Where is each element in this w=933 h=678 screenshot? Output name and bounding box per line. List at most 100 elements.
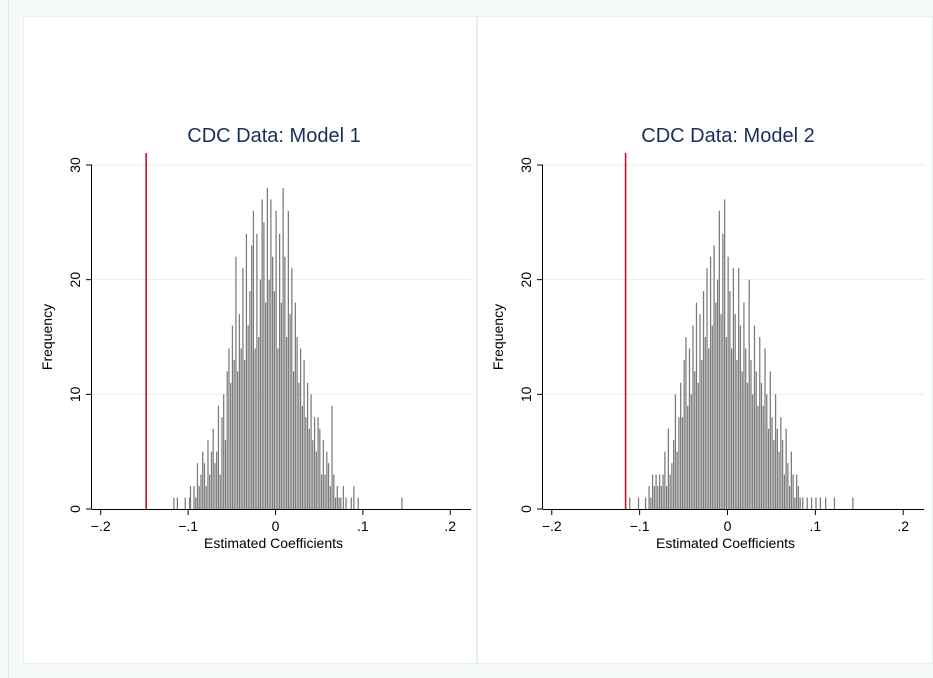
histogram-bar <box>287 210 289 509</box>
chart-panel-model-2: CDC Data: Model 2 −.2 −.1 0 .1 .2 0 10 20 30 Estim… <box>477 16 933 664</box>
histogram-bar <box>718 210 720 509</box>
histogram-bar <box>299 348 302 509</box>
histogram-bar <box>695 302 698 509</box>
histogram-bar <box>729 291 731 509</box>
histogram-bar <box>746 382 749 509</box>
histogram-bar <box>702 291 705 509</box>
histogram-bar <box>249 291 251 509</box>
histogram-bar <box>732 268 735 509</box>
histogram-bar <box>755 371 757 509</box>
histogram-bar <box>676 451 678 509</box>
histogram-bar <box>263 222 265 510</box>
histogram-bar <box>734 314 736 509</box>
chart-model-1: CDC Data: Model 1 −.2 −.1 0 .1 .2 0 10 20 30 Estim… <box>39 125 471 551</box>
histogram-bar <box>280 302 282 509</box>
y-tick-label: 0 <box>518 505 534 513</box>
histogram-bar <box>731 348 733 509</box>
histogram-bar <box>221 417 223 509</box>
histogram-bar <box>223 394 225 509</box>
histogram-bar <box>256 233 258 510</box>
histogram-bar <box>701 359 703 509</box>
histogram-bar <box>794 497 796 509</box>
histogram-bar <box>797 486 800 509</box>
histogram-bar <box>699 314 701 509</box>
histogram-bar <box>203 463 206 509</box>
histogram-bar <box>261 199 263 509</box>
y-tick-label: 30 <box>67 157 83 173</box>
histogram-bar <box>776 428 778 509</box>
x-tick-label: −.1 <box>178 518 198 534</box>
histogram-bar <box>674 394 677 509</box>
histogram-bar <box>722 233 724 510</box>
histogram-bar <box>688 348 691 509</box>
histogram-bar <box>209 474 211 509</box>
histogram-bar <box>216 451 218 509</box>
x-tick-label: .2 <box>444 518 456 534</box>
histogram-bar <box>233 359 235 509</box>
y-tick-label: 0 <box>67 505 83 513</box>
histogram-bar <box>338 497 340 509</box>
chart-model-2: CDC Data: Model 2 −.2 −.1 0 .1 .2 0 10 20 30 Estim… <box>490 125 924 551</box>
y-tick-label: 20 <box>518 272 534 288</box>
x-tick-label: −.2 <box>542 518 562 534</box>
histogram-bar <box>324 474 326 509</box>
histogram-bar <box>310 394 312 509</box>
histogram-bar <box>764 348 766 509</box>
histogram-bar <box>292 371 295 509</box>
histogram-bar <box>650 497 652 509</box>
histogram-bar <box>692 325 694 509</box>
histogram-bar <box>704 337 706 509</box>
histogram-bar <box>254 348 256 509</box>
histogram-bar <box>741 371 743 509</box>
histogram-bar <box>799 497 801 509</box>
histogram-bar <box>320 474 323 509</box>
histogram-bar <box>752 394 754 509</box>
histogram-bar <box>353 486 355 509</box>
histogram-bar <box>296 337 298 509</box>
histogram-bar <box>694 371 696 509</box>
chart-panel-model-1: CDC Data: Model 1 −.2 −.1 0 .1 .2 0 10 20 30 Estim… <box>23 16 477 664</box>
histogram-bar <box>681 417 684 509</box>
histogram-bar <box>720 314 722 509</box>
histogram-bar <box>350 497 352 509</box>
histogram-bar <box>224 440 227 509</box>
histogram-bar <box>806 497 808 509</box>
histogram-bar <box>690 394 692 509</box>
histogram-bar <box>277 348 279 509</box>
histogram-bar <box>667 428 670 509</box>
histogram-bar <box>637 497 640 509</box>
histogram-bar <box>357 497 359 509</box>
histogram-bar <box>648 486 650 509</box>
histogram-bar <box>270 199 272 509</box>
histogram-bar <box>252 210 255 509</box>
histogram-bar <box>658 474 661 509</box>
histogram-bar <box>723 199 726 509</box>
histogram-bar <box>231 325 234 509</box>
histogram-bar <box>176 497 179 509</box>
histogram-bar <box>237 371 239 509</box>
histogram-bar <box>317 417 319 509</box>
histogram-bar <box>301 405 303 509</box>
histogram-bar <box>687 405 689 509</box>
histogram-bar <box>219 474 221 509</box>
histogram-bar <box>245 233 248 510</box>
histogram-bar <box>789 486 791 509</box>
histogram-bar <box>819 497 822 509</box>
histogram-bar <box>308 428 310 509</box>
histogram-bar <box>709 256 712 509</box>
histogram-bar <box>342 486 345 509</box>
histogram-bar <box>748 279 750 509</box>
histogram-bar <box>785 428 787 509</box>
histogram-bar <box>787 463 789 509</box>
histogram-bar <box>289 314 291 509</box>
histogram-bar <box>673 440 675 509</box>
histogram-bar <box>198 486 200 509</box>
histogram-bar <box>315 451 317 509</box>
histogram-bar <box>725 337 727 509</box>
x-tick-label: .1 <box>357 518 369 534</box>
histogram-bar <box>697 382 699 509</box>
histogram-bar <box>685 337 687 509</box>
histogram-bar <box>184 497 186 509</box>
histogram-bar <box>251 245 253 509</box>
